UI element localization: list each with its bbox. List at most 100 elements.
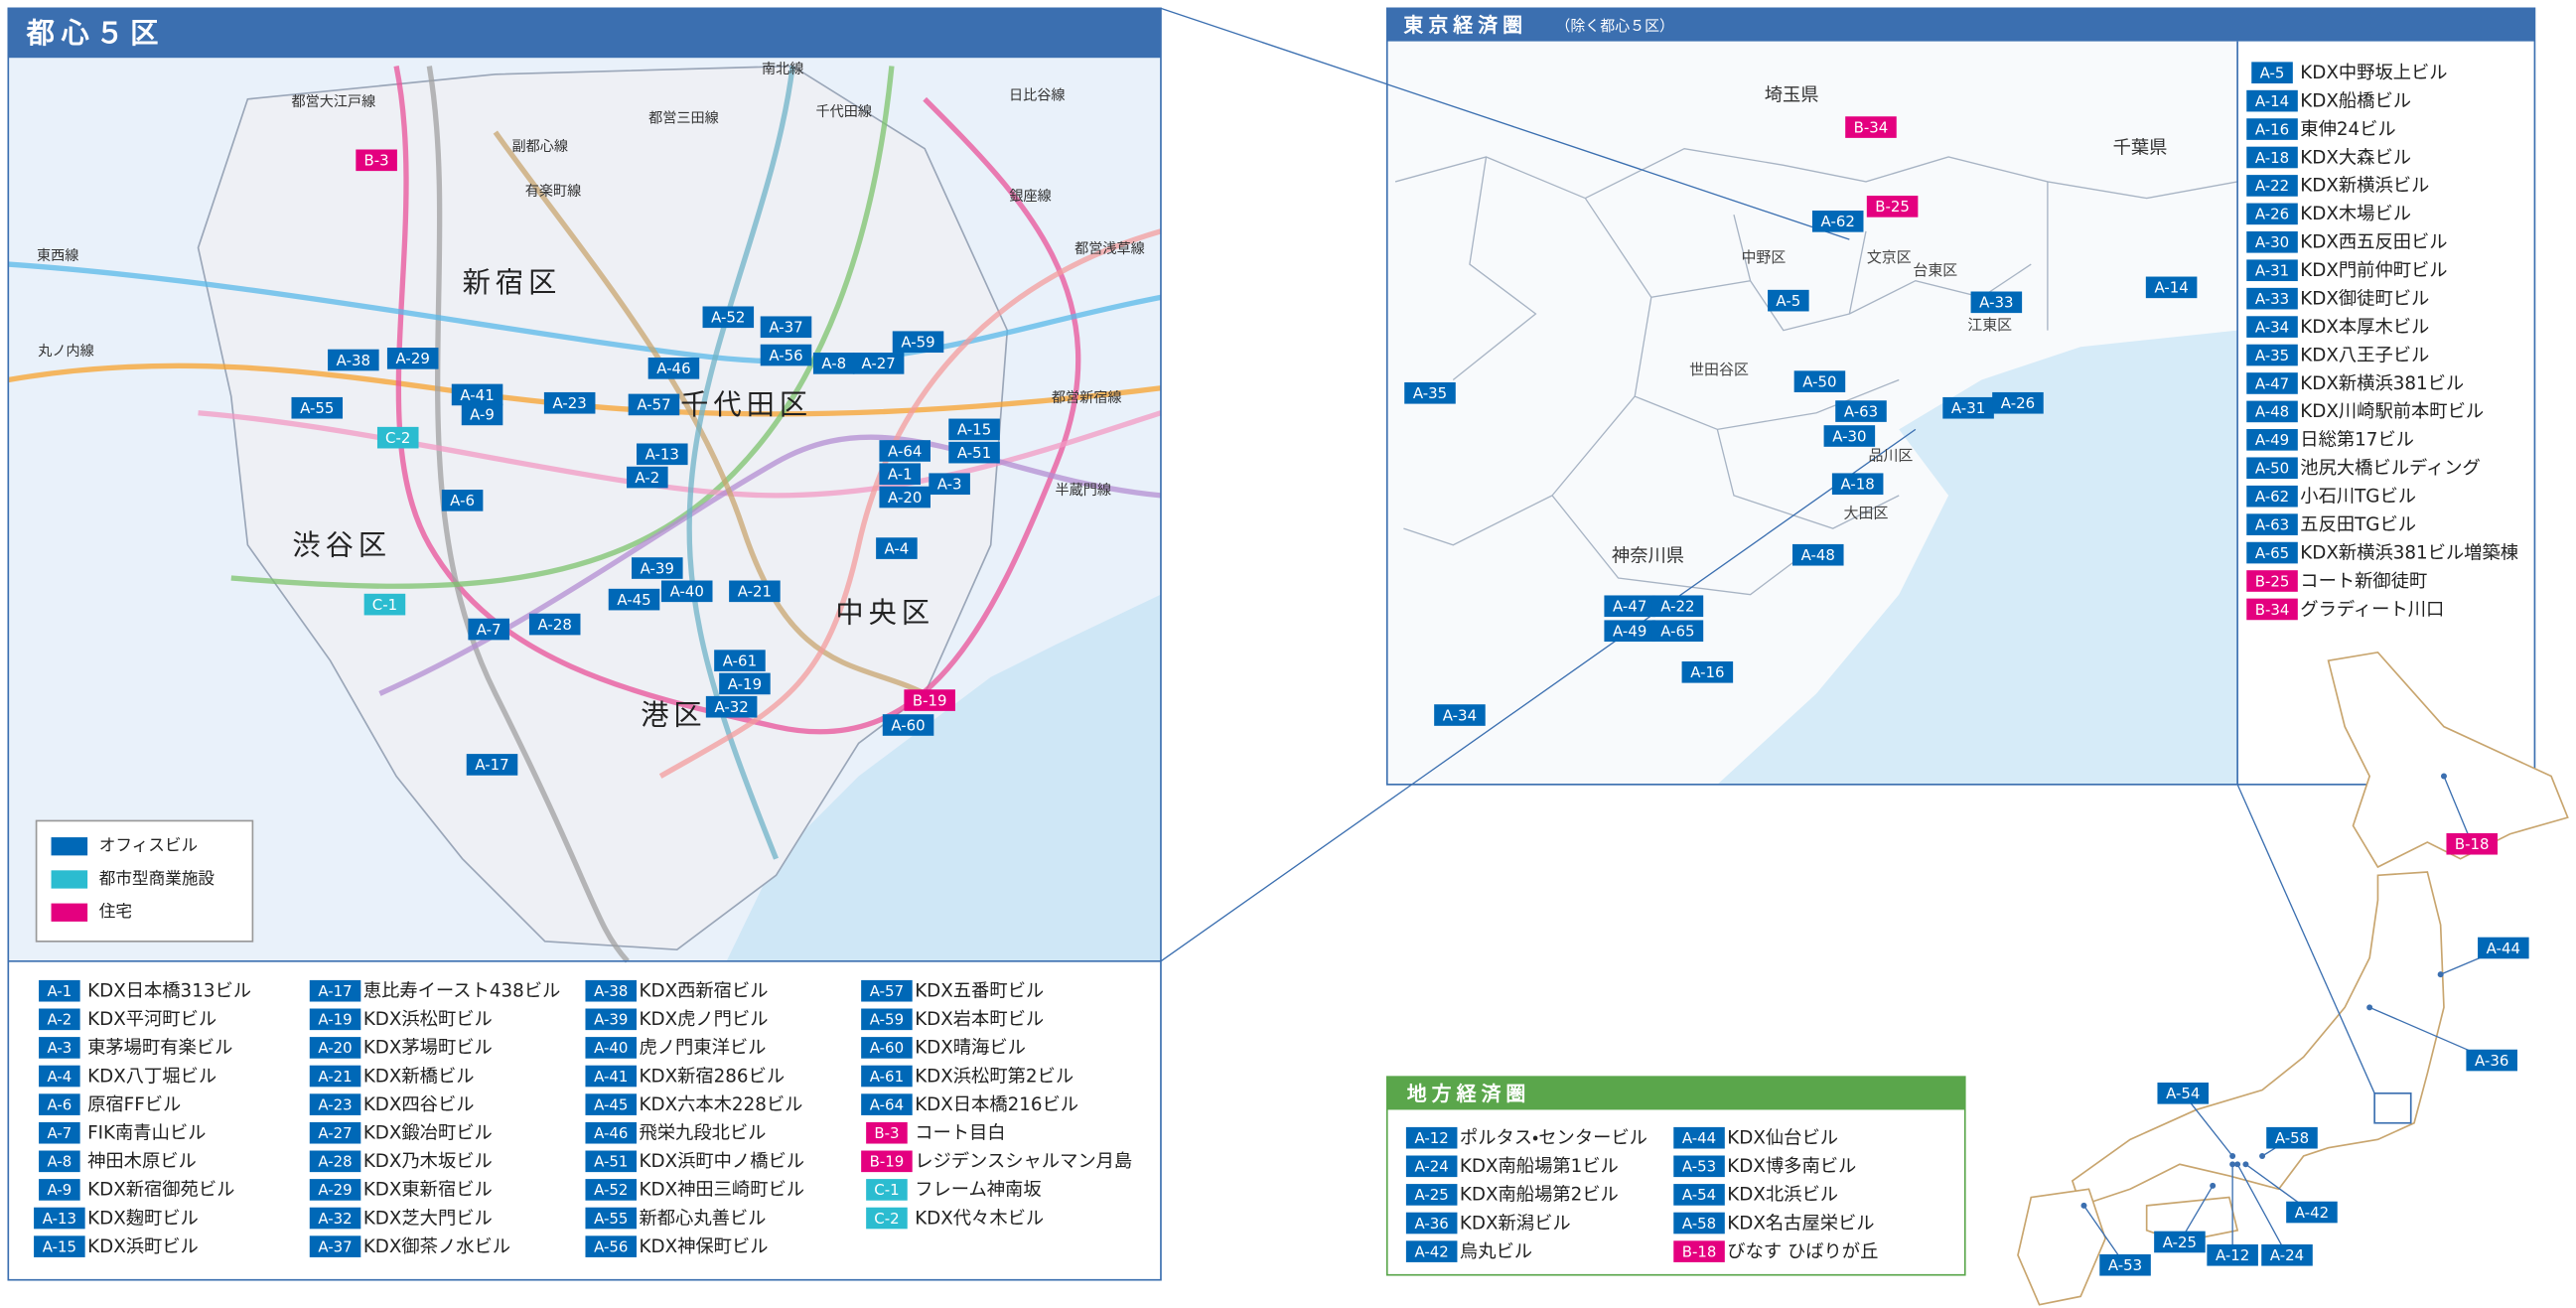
property-name: KDX新潟ビル: [1460, 1213, 1571, 1234]
list-code: A-35: [2255, 347, 2289, 364]
area-label: 大田区: [1844, 505, 1889, 522]
property-name: KDX麹町ビル: [87, 1208, 199, 1229]
property-name: KDX茅場町ビル: [363, 1038, 493, 1059]
list-code: A-60: [870, 1039, 904, 1057]
property-name: 池尻大橋ビルディング: [2300, 458, 2481, 479]
list-code: A-34: [2255, 318, 2289, 336]
line-label: 銀座線: [1009, 189, 1051, 205]
marker-code: A-37: [769, 319, 802, 337]
property-name: FIK南青山ビル: [87, 1123, 206, 1144]
marker-code: A-42: [2295, 1204, 2329, 1222]
list-code: A-7: [47, 1124, 72, 1142]
location-dot: [2366, 1004, 2372, 1010]
line-label: 副都心線: [511, 139, 568, 155]
property-name: 五反田TGビル: [2300, 514, 2416, 535]
property-name: KDX新宿御苑ビル: [87, 1180, 234, 1201]
marker-code: B-18: [2455, 835, 2490, 853]
property-name: コート新御徒町: [2300, 571, 2427, 592]
property-name: KDX名古屋栄ビル: [1727, 1213, 1874, 1234]
line-label: 有楽町線: [525, 184, 582, 200]
list-code: A-9: [47, 1181, 72, 1199]
property-name: KDX芝大門ビル: [363, 1208, 493, 1229]
marker-code: A-21: [738, 583, 772, 601]
list-code: A-4: [47, 1068, 72, 1086]
marker-code: A-52: [711, 309, 745, 327]
line-label: 丸ノ内線: [38, 344, 94, 360]
list-code: A-38: [594, 982, 628, 1000]
area-label: 台東区: [1913, 261, 1957, 279]
property-name: KDX博多南ビル: [1727, 1156, 1856, 1177]
property-name: KDX八王子ビル: [2300, 345, 2429, 365]
list-code: A-20: [318, 1039, 352, 1057]
marker-code: A-15: [957, 421, 991, 439]
list-code: A-26: [2255, 206, 2289, 223]
list-code: A-56: [594, 1237, 628, 1255]
list-code: C-2: [874, 1210, 899, 1228]
marker-code: A-34: [1443, 706, 1477, 724]
list-code: B-25: [2255, 572, 2290, 590]
list-code: A-33: [2255, 290, 2289, 308]
honshu: [2073, 872, 2444, 1206]
marker-code: A-14: [2154, 279, 2188, 297]
list-code: A-44: [1682, 1129, 1716, 1147]
list-code: A-29: [318, 1181, 352, 1199]
marker-code: A-20: [888, 489, 922, 507]
property-name: KDX浜町中ノ橋ビル: [640, 1151, 805, 1172]
line-label: 都営大江戸線: [292, 94, 376, 110]
property-name: KDX浜町ビル: [87, 1236, 199, 1257]
central-title: 都心５区: [26, 17, 166, 50]
marker-code: A-49: [1613, 623, 1646, 641]
property-name: 飛栄九段北ビル: [640, 1123, 767, 1144]
list-code: A-8: [47, 1153, 72, 1171]
marker-code: A-39: [641, 559, 674, 577]
marker-code: A-9: [470, 406, 495, 424]
marker-code: A-46: [656, 360, 690, 377]
line-label: 千代田線: [815, 104, 872, 120]
list-code: A-53: [1682, 1158, 1716, 1176]
marker-code: A-12: [2216, 1246, 2249, 1264]
marker-code: A-60: [891, 716, 925, 734]
list-code: A-46: [594, 1124, 628, 1142]
marker-code: A-16: [1690, 663, 1724, 681]
property-name: 東茅場町有楽ビル: [87, 1038, 232, 1059]
marker-code: A-36: [2475, 1052, 2508, 1070]
list-code: A-2: [47, 1011, 72, 1029]
line-label: 半蔵門線: [1056, 483, 1112, 499]
list-code: A-24: [1415, 1158, 1449, 1176]
list-code: A-62: [2255, 488, 2289, 506]
marker-code: A-5: [1776, 292, 1800, 310]
marker-code: A-53: [2108, 1256, 2142, 1274]
property-name: 虎ノ門東洋ビル: [640, 1038, 767, 1059]
property-name: KDX日本橋313ビル: [87, 981, 251, 1002]
list-code: A-57: [870, 982, 904, 1000]
list-code: A-25: [1415, 1186, 1449, 1204]
marker-code: A-25: [2163, 1234, 2197, 1251]
property-name: フレーム神南坂: [915, 1180, 1041, 1201]
regional-title: 地方経済圏: [1407, 1082, 1531, 1105]
list-code: A-48: [2255, 403, 2289, 421]
list-code: B-34: [2255, 601, 2290, 619]
location-dot: [2234, 1161, 2240, 1167]
location-dot: [2080, 1203, 2086, 1209]
marker-code: A-44: [2487, 940, 2520, 957]
tokyo-title: 東京経済圏: [1403, 13, 1527, 37]
location-dot: [2438, 971, 2444, 977]
marker-code: B-25: [1875, 198, 1910, 216]
property-name: KDX西五反田ビル: [2300, 232, 2447, 253]
property-name: KDX晴海ビル: [915, 1038, 1026, 1059]
area-label: 品川区: [1868, 446, 1913, 464]
property-name: KDX新宿286ビル: [640, 1066, 786, 1087]
list-code: A-42: [1415, 1242, 1449, 1260]
property-name: KDX新横浜ビル: [2300, 176, 2429, 197]
property-name: 恵比寿イースト438ビル: [363, 981, 561, 1002]
property-name: グラディート川口: [2300, 599, 2444, 620]
list-code: A-19: [318, 1011, 352, 1029]
list-code: B-18: [1682, 1242, 1717, 1260]
marker-code: A-48: [1801, 546, 1835, 564]
marker-code: A-54: [2166, 1085, 2200, 1102]
property-name: KDX六本木228ビル: [640, 1094, 803, 1115]
line-label: 南北線: [762, 62, 803, 77]
list-code: A-55: [594, 1210, 628, 1228]
list-code: A-17: [318, 982, 352, 1000]
marker-code: A-58: [2275, 1129, 2309, 1147]
